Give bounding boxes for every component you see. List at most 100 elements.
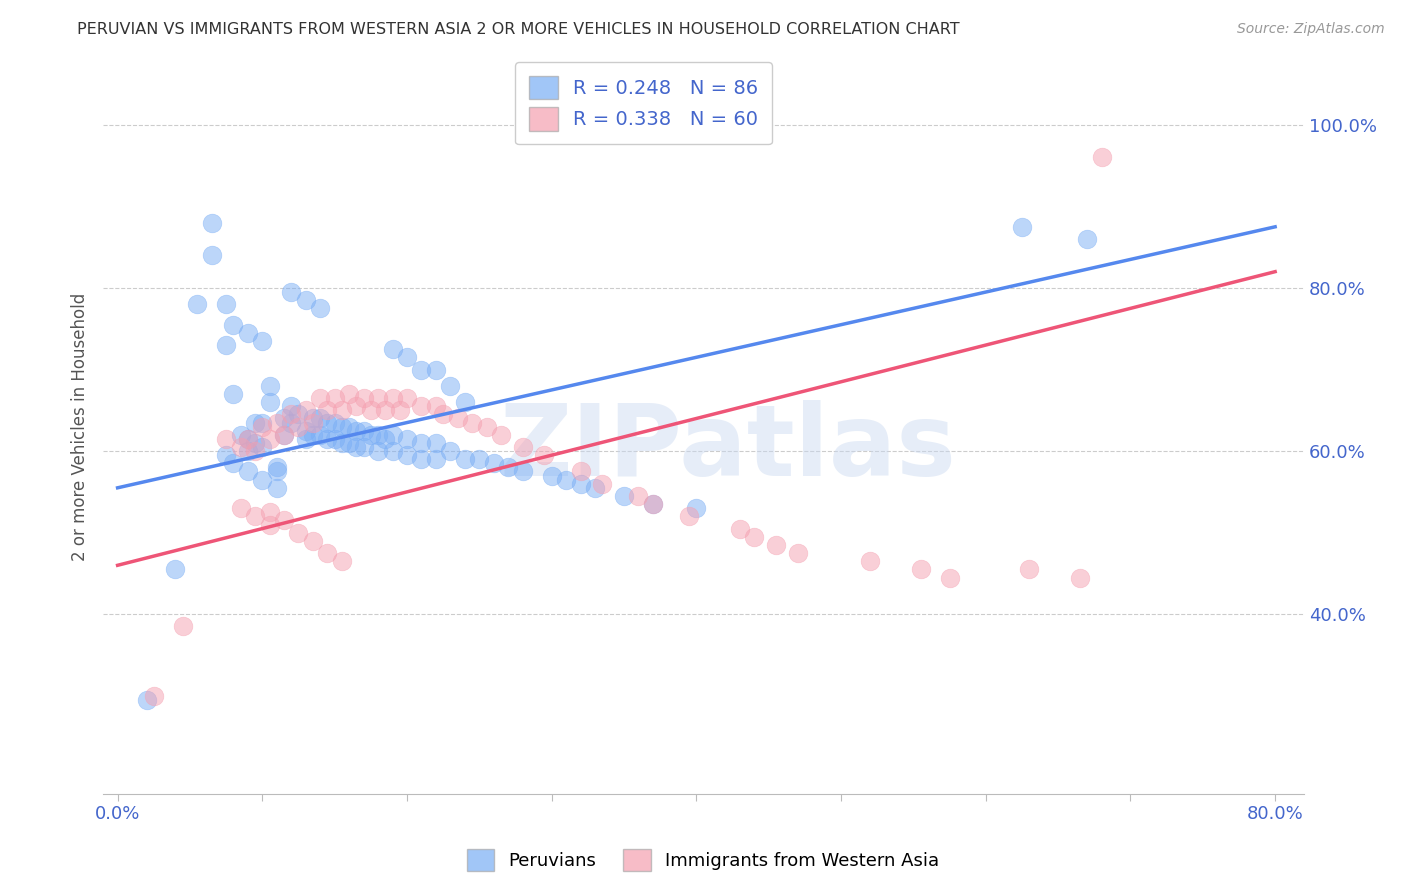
Point bbox=[353, 391, 375, 405]
Point bbox=[266, 465, 288, 479]
Point bbox=[302, 533, 325, 548]
Text: Source: ZipAtlas.com: Source: ZipAtlas.com bbox=[1237, 22, 1385, 37]
Point bbox=[259, 505, 281, 519]
Point bbox=[215, 432, 238, 446]
Point bbox=[395, 391, 418, 405]
Point bbox=[482, 456, 505, 470]
Point bbox=[1011, 219, 1033, 234]
Point bbox=[512, 465, 534, 479]
Point bbox=[309, 411, 332, 425]
Point bbox=[353, 440, 375, 454]
Point bbox=[222, 387, 245, 401]
Point bbox=[337, 387, 360, 401]
Point bbox=[273, 513, 295, 527]
Point bbox=[395, 351, 418, 365]
Point bbox=[374, 432, 396, 446]
Point bbox=[302, 411, 325, 425]
Point bbox=[353, 424, 375, 438]
Point bbox=[323, 416, 346, 430]
Point bbox=[360, 403, 382, 417]
Point bbox=[910, 562, 932, 576]
Point bbox=[344, 424, 367, 438]
Point bbox=[259, 395, 281, 409]
Point bbox=[367, 427, 389, 442]
Point bbox=[367, 391, 389, 405]
Point bbox=[454, 395, 477, 409]
Point bbox=[259, 432, 281, 446]
Point bbox=[728, 522, 751, 536]
Point bbox=[323, 391, 346, 405]
Point bbox=[316, 546, 339, 560]
Point bbox=[330, 403, 353, 417]
Point bbox=[243, 436, 266, 450]
Point bbox=[337, 419, 360, 434]
Point bbox=[243, 444, 266, 458]
Point bbox=[432, 408, 454, 422]
Point bbox=[294, 424, 316, 438]
Point bbox=[569, 465, 592, 479]
Point bbox=[496, 460, 519, 475]
Point bbox=[446, 411, 468, 425]
Point bbox=[309, 391, 332, 405]
Point bbox=[425, 399, 447, 413]
Point bbox=[1090, 151, 1112, 165]
Point bbox=[765, 538, 787, 552]
Point bbox=[252, 419, 274, 434]
Point bbox=[454, 452, 477, 467]
Point bbox=[165, 562, 187, 576]
Point bbox=[627, 489, 650, 503]
Point bbox=[344, 440, 367, 454]
Point bbox=[287, 525, 309, 540]
Point bbox=[273, 427, 295, 442]
Point bbox=[323, 432, 346, 446]
Point bbox=[280, 285, 302, 299]
Point bbox=[172, 619, 194, 633]
Point bbox=[316, 432, 339, 446]
Point bbox=[294, 403, 316, 417]
Point bbox=[591, 476, 613, 491]
Point bbox=[142, 689, 165, 703]
Point bbox=[201, 216, 224, 230]
Point bbox=[266, 460, 288, 475]
Point bbox=[236, 465, 259, 479]
Point bbox=[439, 444, 461, 458]
Point bbox=[678, 509, 700, 524]
Point bbox=[252, 334, 274, 348]
Legend: Peruvians, Immigrants from Western Asia: Peruvians, Immigrants from Western Asia bbox=[460, 842, 946, 879]
Point bbox=[273, 411, 295, 425]
Point bbox=[280, 416, 302, 430]
Point bbox=[215, 338, 238, 352]
Point bbox=[330, 419, 353, 434]
Point bbox=[222, 456, 245, 470]
Point bbox=[439, 379, 461, 393]
Point bbox=[533, 448, 555, 462]
Point bbox=[337, 436, 360, 450]
Point bbox=[641, 497, 664, 511]
Point bbox=[489, 427, 512, 442]
Point bbox=[360, 427, 382, 442]
Point bbox=[302, 416, 325, 430]
Point bbox=[411, 399, 433, 413]
Point bbox=[540, 468, 562, 483]
Legend: R = 0.248   N = 86, R = 0.338   N = 60: R = 0.248 N = 86, R = 0.338 N = 60 bbox=[515, 62, 772, 145]
Point bbox=[236, 432, 259, 446]
Point bbox=[280, 399, 302, 413]
Point bbox=[381, 444, 404, 458]
Point bbox=[367, 444, 389, 458]
Point bbox=[280, 408, 302, 422]
Point bbox=[236, 326, 259, 340]
Text: PERUVIAN VS IMMIGRANTS FROM WESTERN ASIA 2 OR MORE VEHICLES IN HOUSEHOLD CORRELA: PERUVIAN VS IMMIGRANTS FROM WESTERN ASIA… bbox=[77, 22, 960, 37]
Point bbox=[215, 448, 238, 462]
Point bbox=[569, 476, 592, 491]
Point bbox=[222, 318, 245, 332]
Point bbox=[859, 554, 882, 568]
Point bbox=[1069, 570, 1091, 584]
Point bbox=[613, 489, 636, 503]
Point bbox=[425, 362, 447, 376]
Point bbox=[381, 342, 404, 356]
Point bbox=[742, 530, 765, 544]
Point bbox=[425, 436, 447, 450]
Point bbox=[381, 427, 404, 442]
Point bbox=[395, 448, 418, 462]
Point bbox=[252, 416, 274, 430]
